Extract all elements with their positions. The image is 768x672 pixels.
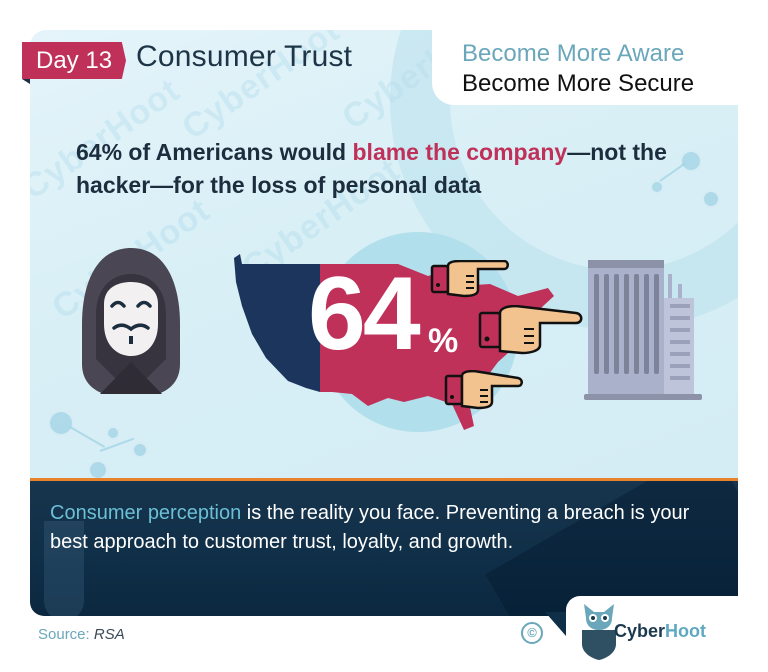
network-node <box>88 460 108 480</box>
usa-map-icon <box>234 254 554 430</box>
office-building-icon <box>584 260 702 400</box>
network-node <box>650 180 664 194</box>
copyright-icon: © <box>521 622 543 644</box>
source-label: Source: <box>38 626 94 643</box>
page-title: Consumer Trust <box>136 40 353 73</box>
hooded-hacker-icon <box>82 248 180 394</box>
network-node <box>702 190 720 208</box>
network-node <box>48 410 74 436</box>
percent-value: 64 <box>308 256 421 372</box>
headline-suffix: —not the hacker—for the loss of personal… <box>76 139 667 198</box>
header-notch <box>432 0 768 105</box>
pointing-hand-icon <box>430 260 509 298</box>
owl-watermark-icon <box>44 521 84 616</box>
callout-text: Consumer perception is the reality you f… <box>50 499 710 557</box>
network-node <box>132 442 148 458</box>
pointing-hand-icon <box>478 305 583 355</box>
percent-sign: % <box>428 322 459 360</box>
network-node <box>680 150 702 172</box>
headline-highlight: blame the company <box>352 139 568 165</box>
tagline-secure: Become More Secure <box>462 70 695 97</box>
callout-panel: Consumer perception is the reality you f… <box>30 478 738 616</box>
source-name: RSA <box>93 626 125 643</box>
callout-body: is the reality you face. Preventing a br… <box>50 502 690 553</box>
network-node <box>106 426 120 440</box>
headline: 64% of Americans would blame the company… <box>76 136 716 202</box>
source-citation: Source: RSA <box>38 626 125 643</box>
brand-cyber: Cyber <box>614 621 666 641</box>
brand-name: CyberHoot <box>614 621 706 642</box>
day-badge: Day 13 <box>22 42 126 79</box>
tagline-aware: Become More Aware <box>462 40 685 67</box>
headline-prefix: 64% of Americans would <box>76 139 353 165</box>
ribbon-fold <box>22 79 30 84</box>
pointing-hand-icon <box>444 370 523 410</box>
network-link <box>99 437 135 452</box>
callout-highlight: Consumer perception <box>50 502 242 524</box>
network-link <box>69 426 106 448</box>
brand-hoot: Hoot <box>665 621 707 641</box>
cyberhoot-owl-logo-icon <box>582 604 616 660</box>
